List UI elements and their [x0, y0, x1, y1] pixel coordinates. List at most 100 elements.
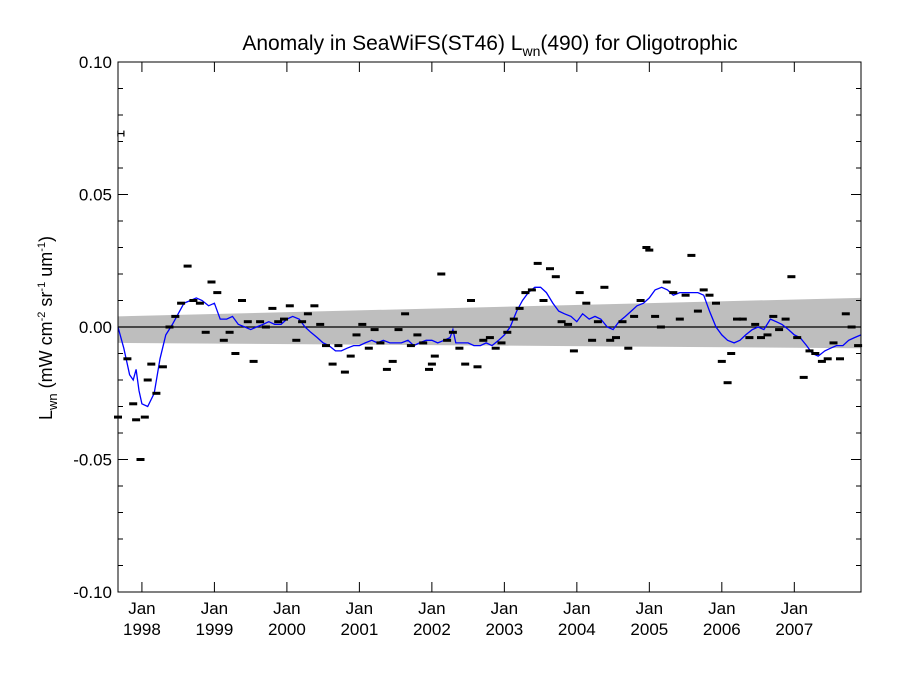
data-point [143, 378, 152, 382]
data-point [352, 333, 361, 337]
data-point [123, 357, 132, 361]
data-point [147, 362, 156, 366]
data-point [152, 391, 161, 395]
data-point [189, 299, 198, 302]
data-point [177, 301, 186, 305]
data-point [787, 275, 796, 279]
y-tick-label: -0.05 [73, 451, 112, 470]
data-point [503, 330, 512, 334]
x-tick-label-year: 2006 [703, 620, 741, 639]
data-point [207, 280, 216, 284]
data-point [413, 333, 422, 337]
data-point [491, 346, 500, 350]
x-tick-label-month: Jan [128, 599, 155, 618]
data-point [539, 299, 548, 302]
ylabel-base-sub: wn [45, 393, 60, 411]
data-point [231, 352, 240, 355]
x-tick-label-year: 2007 [775, 620, 813, 639]
data-point [738, 317, 747, 321]
ylabel-exp2: -1 [36, 282, 48, 292]
x-tick-label-month: Jan [563, 599, 590, 618]
ylabel-base: L [36, 410, 56, 420]
data-point [497, 341, 506, 345]
data-point [340, 370, 349, 374]
data-point [274, 320, 283, 324]
data-point [693, 309, 702, 313]
data-point [256, 320, 265, 324]
x-tick-label-month: Jan [346, 599, 373, 618]
data-point [733, 317, 741, 321]
data-point [213, 291, 222, 295]
smoothed-line [117, 286, 862, 408]
data-point [823, 357, 832, 361]
data-point [219, 338, 228, 342]
data-point [427, 362, 436, 366]
data-point [370, 328, 379, 332]
data-point [358, 322, 367, 326]
plot-area [114, 130, 863, 461]
data-point [681, 293, 690, 297]
data-point [310, 304, 319, 308]
data-point [564, 322, 573, 326]
error-bar-marker [117, 130, 125, 137]
data-point [485, 336, 494, 340]
data-point [781, 317, 790, 321]
data-point [600, 285, 609, 289]
data-point [727, 352, 736, 355]
data-point [854, 344, 863, 348]
data-point [238, 299, 246, 302]
y-axis-label-text: Lwn (mW cm-2 sr-1 um-1) [36, 236, 60, 420]
data-point [455, 346, 464, 350]
data-point [280, 317, 288, 321]
data-point [712, 301, 720, 305]
data-point [651, 314, 660, 318]
data-point [836, 357, 844, 361]
data-point [183, 264, 192, 268]
data-point [582, 301, 591, 305]
data-point [479, 338, 488, 342]
data-point [669, 291, 678, 295]
data-point [642, 246, 651, 249]
data-point [322, 344, 330, 348]
x-tick-label-year: 2004 [558, 620, 596, 639]
data-point [593, 320, 602, 324]
data-point [437, 272, 446, 276]
data-point [473, 365, 482, 369]
data-point [618, 320, 627, 324]
data-point [334, 344, 343, 348]
data-point [775, 328, 784, 332]
data-point [249, 359, 258, 363]
x-tick-label-month: Jan [418, 599, 445, 618]
data-point [662, 280, 671, 284]
data-point [509, 317, 518, 321]
data-point [401, 312, 410, 316]
data-point [285, 304, 294, 308]
data-point [675, 317, 684, 321]
data-point [201, 330, 210, 334]
x-tick-label-year: 1999 [195, 620, 233, 639]
data-point [769, 314, 778, 318]
confidence-band [118, 297, 861, 349]
data-point [448, 330, 457, 334]
x-tick-label-month: Jan [708, 599, 735, 618]
chart-title: Anomaly in SeaWiFS(ST46) Lwn(490) for Ol… [242, 32, 737, 59]
data-point [292, 338, 301, 342]
data-point [419, 341, 428, 345]
y-tick-label: 0.00 [79, 318, 112, 337]
data-point [328, 362, 337, 366]
data-point [140, 415, 149, 419]
x-tick-label-year: 2005 [630, 620, 668, 639]
x-tick-label-month: Jan [781, 599, 808, 618]
data-point [745, 336, 754, 340]
x-tick-label-year: 2000 [268, 620, 306, 639]
data-point [268, 306, 277, 310]
data-point [261, 325, 270, 329]
data-point [425, 367, 433, 371]
data-point [443, 338, 452, 342]
y-tick-label: 0.10 [79, 53, 112, 72]
data-point [606, 338, 615, 342]
y-axis-label: Lwn (mW cm-2 sr-1 um-1) [36, 236, 60, 420]
data-point [569, 349, 578, 353]
data-point [841, 312, 850, 316]
data-point [588, 338, 597, 342]
